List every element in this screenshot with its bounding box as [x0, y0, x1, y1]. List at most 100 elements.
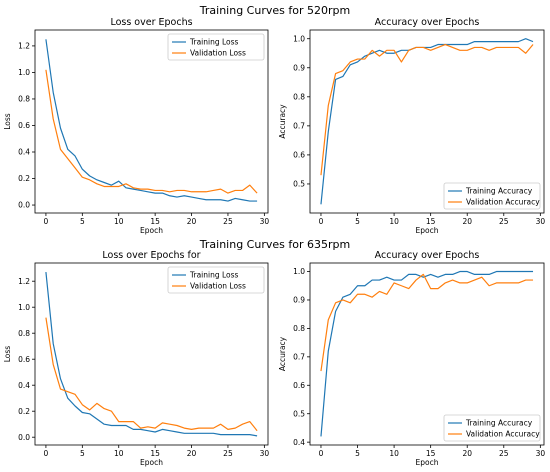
x-tick-label: 10 — [114, 217, 124, 226]
y-tick-label: 0.2 — [18, 407, 30, 416]
training-series-line — [320, 38, 534, 205]
x-tick-label: 5 — [80, 449, 85, 458]
x-tick-label: 10 — [114, 449, 124, 458]
training-series-line — [45, 272, 258, 437]
x-axis-label: Epoch — [416, 458, 439, 467]
axes-frame — [34, 262, 269, 446]
x-tick-label: 15 — [426, 449, 436, 458]
y-tick-label: 0.9 — [293, 296, 305, 305]
x-tick-label: 30 — [260, 449, 270, 458]
legend-label-training: Training Accuracy — [465, 187, 533, 196]
validation-series-line — [320, 273, 534, 372]
x-tick-label: 20 — [187, 217, 197, 226]
legend-label-training: Training Loss — [189, 271, 239, 280]
y-tick-label: 0.9 — [293, 63, 305, 72]
x-tick-label: 0 — [44, 217, 49, 226]
legend-label-validation: Validation Accuracy — [466, 198, 540, 207]
y-tick-label: 0.7 — [293, 352, 305, 361]
panel-title: Accuracy over Epochs — [375, 17, 480, 28]
legend-box — [167, 33, 265, 61]
y-tick-label: 0.4 — [18, 148, 30, 157]
validation-series-line — [320, 43, 534, 176]
y-axis-label: Accuracy — [278, 336, 287, 371]
x-tick-label: 5 — [355, 217, 360, 226]
y-tick-label: 0.6 — [293, 151, 305, 160]
legend-label-validation: Validation Accuracy — [466, 430, 540, 439]
panel-loss-635: Loss over Epochs for 0 5 10 15 20 25 30 0.0 0.2 0.… — [3, 250, 269, 467]
panel-accuracy-520: Accuracy over Epochs 0 5 10 15 20 25 30 0.5 0.6 0.… — [278, 17, 545, 235]
x-tick-label: 10 — [389, 217, 399, 226]
y-tick-label: 0.8 — [18, 329, 30, 338]
y-tick-label: 1.0 — [293, 267, 305, 276]
axes-frame — [309, 29, 545, 214]
y-tick-label: 0.6 — [18, 355, 30, 364]
axes-frame — [309, 262, 545, 446]
legend-label-validation: Validation Loss — [190, 49, 246, 58]
x-tick-label: 25 — [499, 217, 509, 226]
y-axis-label: Loss — [3, 346, 12, 363]
y-axis-label: Loss — [3, 113, 12, 130]
y-tick-label: 0.8 — [18, 95, 30, 104]
legend-label-training: Training Loss — [189, 38, 239, 47]
x-tick-label: 25 — [499, 449, 509, 458]
panel-accuracy-635: Accuracy over Epochs 0 5 10 15 20 25 30 0.4 0.5 0.… — [278, 250, 545, 467]
legend: Training Accuracy Validation Accuracy — [443, 414, 541, 442]
x-tick-label: 20 — [187, 449, 197, 458]
x-tick-label: 5 — [355, 449, 360, 458]
validation-series-line — [45, 69, 258, 194]
legend-box — [443, 182, 541, 210]
y-tick-label: 0.7 — [293, 121, 305, 130]
legend-box — [443, 414, 541, 442]
x-axis-label: Epoch — [416, 226, 439, 235]
x-tick-label: 20 — [462, 449, 472, 458]
x-tick-label: 30 — [536, 449, 546, 458]
x-tick-label: 30 — [260, 217, 270, 226]
panel-title: Accuracy over Epochs — [375, 250, 480, 261]
x-tick-label: 5 — [80, 217, 85, 226]
y-tick-label: 1.0 — [293, 34, 305, 43]
training-series-line — [45, 39, 258, 202]
x-tick-label: 15 — [426, 217, 436, 226]
legend: Training Accuracy Validation Accuracy — [443, 182, 541, 210]
x-tick-label: 15 — [150, 217, 160, 226]
x-tick-label: 15 — [150, 449, 160, 458]
x-tick-label: 0 — [44, 449, 49, 458]
y-axis-label: Accuracy — [278, 104, 287, 139]
legend-label-validation: Validation Loss — [190, 282, 246, 291]
x-tick-label: 0 — [319, 217, 324, 226]
suptitle-635rpm: Training Curves for 635rpm — [199, 238, 350, 251]
y-tick-label: 0.0 — [18, 433, 30, 442]
x-tick-label: 25 — [223, 449, 233, 458]
legend-label-training: Training Accuracy — [465, 419, 533, 428]
x-axis-label: Epoch — [140, 458, 163, 467]
y-tick-label: 0.0 — [18, 201, 30, 210]
y-tick-label: 1.0 — [18, 68, 30, 77]
x-axis-label: Epoch — [140, 226, 163, 235]
suptitle-520rpm: Training Curves for 520rpm — [199, 4, 350, 17]
y-tick-label: 0.8 — [293, 324, 305, 333]
y-tick-label: 0.5 — [293, 409, 305, 418]
y-tick-label: 0.2 — [18, 174, 30, 183]
x-tick-label: 25 — [223, 217, 233, 226]
y-tick-label: 0.6 — [293, 381, 305, 390]
legend: Training Loss Validation Loss — [167, 266, 265, 294]
y-tick-label: 1.2 — [18, 277, 30, 286]
panel-loss-520: Loss over Epochs 0 5 10 15 20 25 30 0.0 0.2 0.4 0.6… — [3, 17, 269, 235]
x-tick-label: 20 — [462, 217, 472, 226]
y-tick-label: 0.5 — [293, 180, 305, 189]
y-tick-label: 0.4 — [18, 381, 30, 390]
x-tick-label: 30 — [536, 217, 546, 226]
y-tick-label: 1.0 — [18, 303, 30, 312]
y-tick-label: 0.8 — [293, 92, 305, 101]
y-tick-label: 1.2 — [18, 42, 30, 51]
x-tick-label: 0 — [319, 449, 324, 458]
legend-box — [167, 266, 265, 294]
y-tick-label: 0.6 — [18, 121, 30, 130]
training-series-line — [320, 270, 534, 437]
y-tick-label: 0.4 — [293, 438, 305, 447]
panel-title: Loss over Epochs — [110, 17, 192, 28]
x-tick-label: 10 — [389, 449, 399, 458]
panel-title: Loss over Epochs for — [102, 250, 200, 261]
validation-series-line — [45, 317, 258, 432]
